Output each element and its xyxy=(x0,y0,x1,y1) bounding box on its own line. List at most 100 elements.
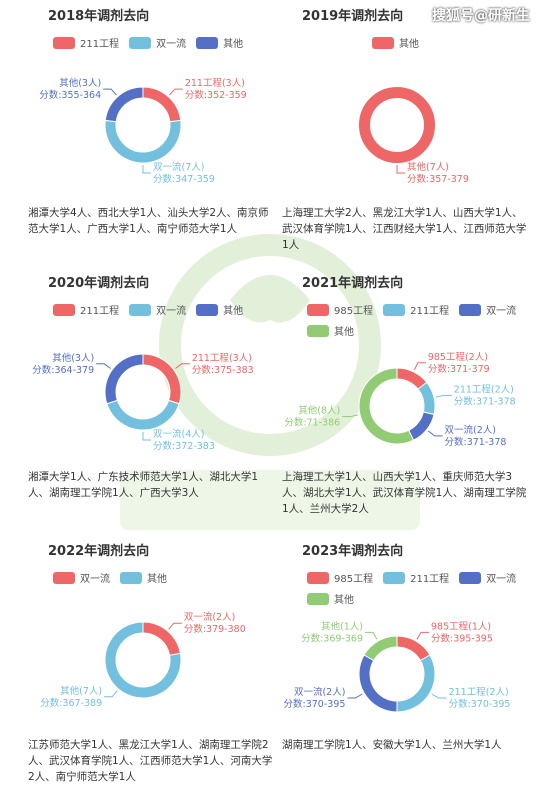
legend-label: 双一流 xyxy=(486,306,517,317)
legend-item[interactable]: 双一流 xyxy=(129,35,186,50)
legend-item[interactable]: 其他 xyxy=(120,570,167,585)
legend-swatch xyxy=(383,571,406,584)
slice-score-label: 分数:347-359 xyxy=(153,173,215,185)
pie-slice[interactable] xyxy=(358,367,415,445)
legend-label: 211工程 xyxy=(80,306,120,317)
slice-score-label: 分数:379-380 xyxy=(184,623,246,635)
pie-slice[interactable] xyxy=(106,399,180,431)
legend-swatch xyxy=(383,303,406,316)
legend-item[interactable]: 其他 xyxy=(372,35,419,50)
legend-swatch xyxy=(196,303,219,316)
label-leader-line xyxy=(427,430,443,437)
slice-score-label: 分数:375-383 xyxy=(192,364,254,376)
chart-legend: 211工程 双一流 其他 xyxy=(28,35,278,56)
legend-swatch xyxy=(53,571,75,584)
chart-note: 湖南理工学院1人、安徽大学1人、兰州大学1人 xyxy=(282,739,502,751)
slice-label: 其他(3人) xyxy=(59,77,101,89)
legend-swatch xyxy=(129,303,152,316)
legend-item[interactable]: 其他 xyxy=(307,323,354,338)
pie-slice[interactable] xyxy=(142,353,182,405)
legend-label: 其他 xyxy=(223,39,244,50)
legend-label: 双一流 xyxy=(486,574,517,585)
chart-legend: 其他 xyxy=(282,35,532,56)
slice-label: 其他(3人) xyxy=(52,352,94,364)
slice-label: 双一流(2人) xyxy=(294,686,345,698)
slice-label: 211工程(2人) xyxy=(449,687,509,698)
chart-title: 2023年调剂去向 xyxy=(302,544,404,559)
legend-item[interactable]: 211工程 xyxy=(53,35,119,50)
chart-legend: 985工程 211工程 双一流其他 xyxy=(282,570,532,612)
legend-label: 其他 xyxy=(399,39,419,50)
legend-swatch xyxy=(372,36,394,49)
legend-swatch xyxy=(196,36,219,49)
legend-label: 双一流 xyxy=(156,306,187,317)
slice-label: 双一流(2人) xyxy=(445,424,496,436)
donut-chart: 985工程(1人)分数:395-395211工程(2人)分数:370-395双一… xyxy=(284,620,510,713)
slice-score-label: 分数:364-379 xyxy=(32,364,94,376)
legend-item[interactable]: 211工程 xyxy=(53,302,119,317)
legend-swatch xyxy=(53,36,75,49)
legend-label: 双一流 xyxy=(80,574,110,585)
chart-note: 江苏师范大学1人、黑龙江大学1人、湖南理工学院2人、武汉体育学院1人、江西师范大… xyxy=(28,739,273,783)
label-leader-line xyxy=(169,88,183,96)
label-leader-line xyxy=(342,414,359,418)
legend-label: 985工程 xyxy=(334,306,374,317)
chart-title: 2020年调剂去向 xyxy=(48,276,150,291)
pie-slice[interactable] xyxy=(104,353,144,405)
legend-item[interactable]: 985工程 xyxy=(307,302,373,317)
label-leader-line xyxy=(142,165,151,174)
legend-label: 其他 xyxy=(147,574,167,585)
chart-panel-2018: 2018年调剂去向 211工程 双一流 其他 211工程(3人) 分数:352-359 双一… xyxy=(28,5,278,267)
legend-item[interactable]: 其他 xyxy=(196,302,243,317)
pie-slice[interactable] xyxy=(359,87,435,163)
legend-item[interactable]: 双一流 xyxy=(459,570,516,585)
slice-score-label: 分数:355-364 xyxy=(39,89,101,101)
chart-note: 上海理工大学2人、黑龙江大学1人、山西大学1人、武汉体育学院1人、江西财经大学1… xyxy=(282,207,527,251)
label-leader-line xyxy=(175,363,190,369)
pie-slice[interactable] xyxy=(358,654,398,713)
slice-score-label: 分数:71-386 xyxy=(284,417,340,429)
chart-panel-2020: 2020年调剂去向 211工程 双一流 其他 211工程(3人) 分数:375-383 双一… xyxy=(28,272,278,534)
label-leader-line xyxy=(104,690,118,698)
chart-title: 2019年调剂去向 xyxy=(302,9,404,24)
pie-slice[interactable] xyxy=(363,635,398,662)
label-leader-line xyxy=(365,631,378,640)
chart-panel-2022: 2022年调剂去向 双一流 其他 双一流(2人) 分数:379-380 其他(7人) 分数:… xyxy=(28,540,278,802)
legend-item[interactable]: 双一流 xyxy=(459,302,516,317)
slice-label: 其他(1人) xyxy=(321,620,363,632)
pie-slice[interactable] xyxy=(142,621,182,656)
pie-slice[interactable] xyxy=(104,86,144,123)
pie-slice[interactable] xyxy=(396,654,436,713)
legend-item[interactable]: 其他 xyxy=(196,35,243,50)
slice-label: 985工程(1人) xyxy=(431,621,491,632)
donut-chart: 985工程(2人)分数:371-379211工程(2人)分数:371-378双一… xyxy=(284,352,516,448)
legend-item[interactable]: 985工程 xyxy=(307,570,373,585)
legend-item[interactable]: 211工程 xyxy=(383,570,449,585)
label-leader-line xyxy=(416,631,429,640)
pie-slice[interactable] xyxy=(142,86,182,123)
slice-label: 211工程(2人) xyxy=(454,384,514,395)
legend-label: 211工程 xyxy=(80,39,120,50)
legend-item[interactable]: 211工程 xyxy=(383,302,449,317)
pie-slice[interactable] xyxy=(104,119,182,164)
label-leader-line xyxy=(103,88,117,96)
chart-title: 2018年调剂去向 xyxy=(48,9,150,24)
slice-score-label: 分数:371-378 xyxy=(445,436,507,448)
pie-slice[interactable] xyxy=(104,621,182,699)
chart-panel-2021: 2021年调剂去向 985工程 211工程 双一流 其他 985工程(2人) 分数:371-… xyxy=(282,272,532,534)
slice-label: 其他(7人) xyxy=(60,685,102,697)
label-leader-line xyxy=(142,432,151,441)
chart-title: 2022年调剂去向 xyxy=(48,544,150,559)
pie-slice[interactable] xyxy=(408,411,435,441)
legend-swatch xyxy=(53,303,75,316)
donut-chart: 双一流(2人)分数:379-380 其他(7人)分数:367-389 xyxy=(40,611,246,709)
legend-item[interactable]: 双一流 xyxy=(129,302,186,317)
legend-item[interactable]: 双一流 xyxy=(53,570,110,585)
slice-label: 双一流(2人) xyxy=(184,611,235,623)
legend-item[interactable]: 其他 xyxy=(307,591,354,606)
pie-slice[interactable] xyxy=(417,381,436,416)
slice-score-label: 分数:371-378 xyxy=(454,395,516,407)
legend-label: 其他 xyxy=(334,595,354,606)
label-leader-line xyxy=(396,165,405,174)
pie-slice[interactable] xyxy=(396,635,431,662)
